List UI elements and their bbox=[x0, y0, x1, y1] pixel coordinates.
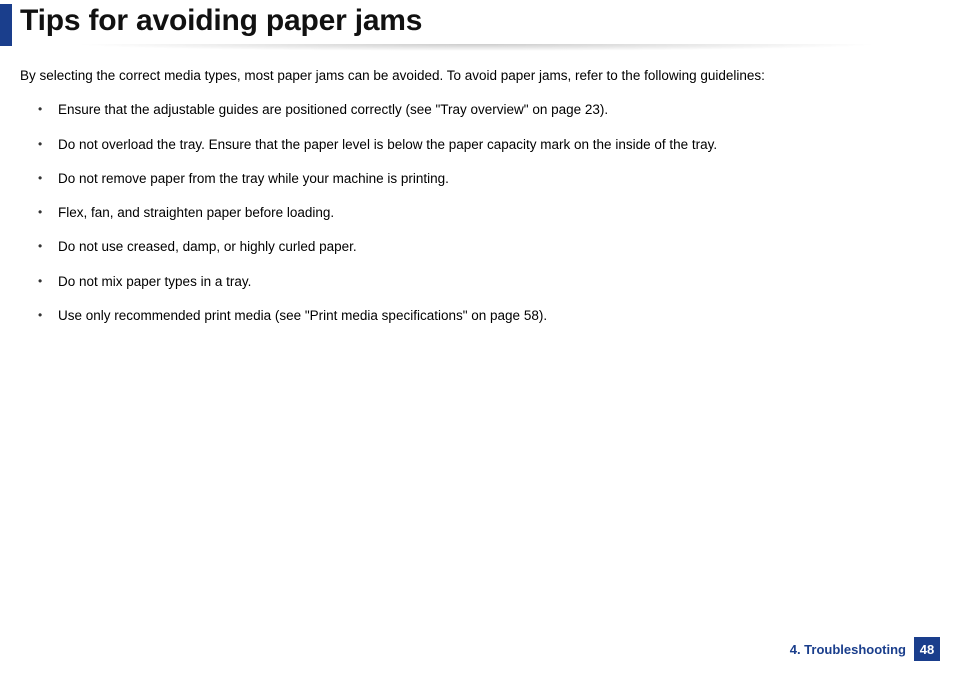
page-title: Tips for avoiding paper jams bbox=[0, 4, 954, 38]
header-accent-bar bbox=[0, 4, 12, 46]
guidelines-list: Ensure that the adjustable guides are po… bbox=[20, 100, 934, 326]
list-item: Do not remove paper from the tray while … bbox=[38, 169, 934, 189]
list-item: Use only recommended print media (see "P… bbox=[38, 306, 934, 326]
page-header: Tips for avoiding paper jams bbox=[0, 0, 954, 58]
list-item: Do not mix paper types in a tray. bbox=[38, 272, 934, 292]
page-footer: 4. Troubleshooting 48 bbox=[790, 637, 940, 661]
page-number: 48 bbox=[914, 637, 940, 661]
intro-paragraph: By selecting the correct media types, mo… bbox=[20, 66, 934, 86]
list-item: Do not use creased, damp, or highly curl… bbox=[38, 237, 934, 257]
list-item: Flex, fan, and straighten paper before l… bbox=[38, 203, 934, 223]
header-shadow bbox=[0, 44, 954, 58]
list-item: Ensure that the adjustable guides are po… bbox=[38, 100, 934, 120]
page-content: By selecting the correct media types, mo… bbox=[0, 58, 954, 326]
list-item: Do not overload the tray. Ensure that th… bbox=[38, 135, 934, 155]
footer-section-label: 4. Troubleshooting bbox=[790, 642, 906, 657]
